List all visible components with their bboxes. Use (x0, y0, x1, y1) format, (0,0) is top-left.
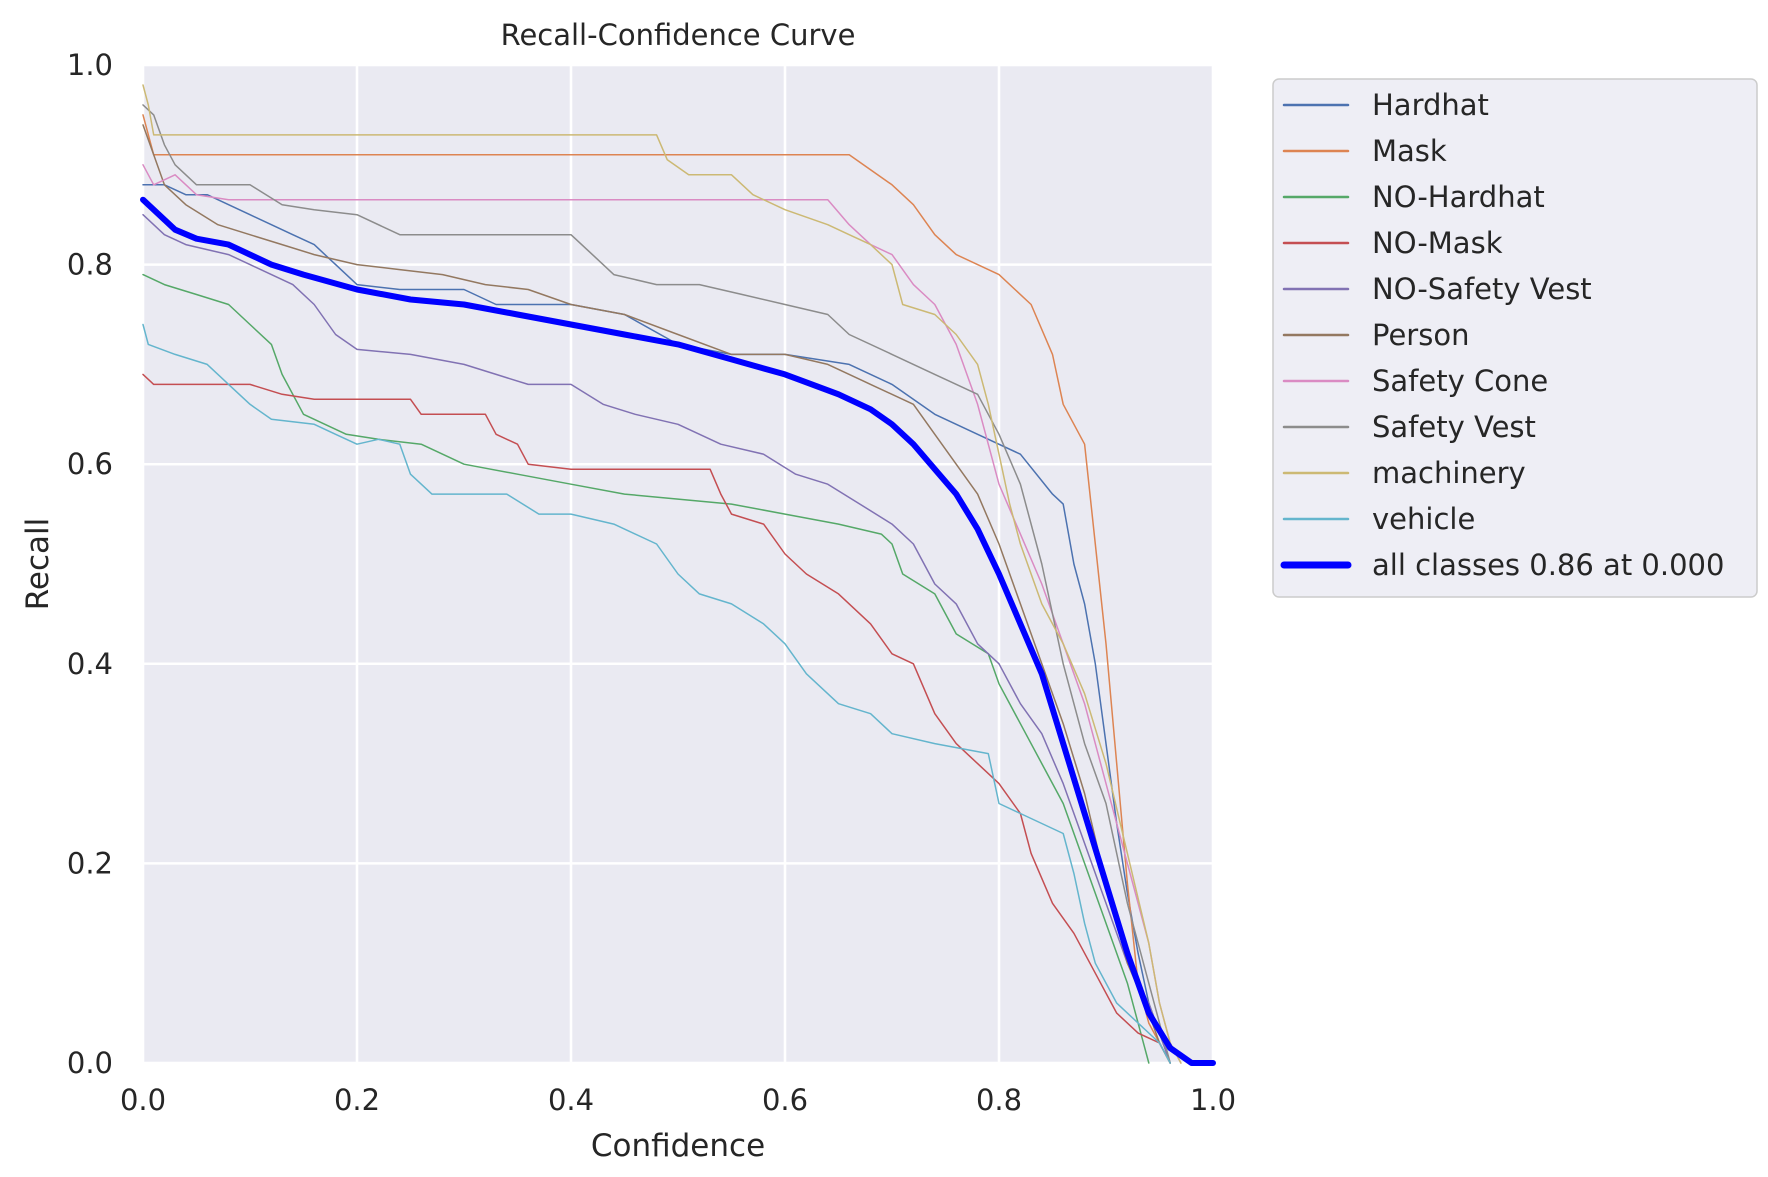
legend-label-machinery: machinery (1372, 456, 1526, 490)
series-line-person (142, 124, 1171, 1064)
legend-label-mask: Mask (1372, 134, 1447, 168)
series-line-no-mask (142, 373, 1171, 1064)
legend-frame (1272, 78, 1758, 598)
x-tick-label-3: 0.6 (762, 1083, 808, 1117)
series-line-safety-cone (142, 164, 1182, 1064)
series-line-vehicle (142, 323, 1171, 1064)
series-line-no-hardhat (142, 273, 1150, 1064)
grid (141, 63, 1215, 1065)
axis-ticks: 0.0 0.2 0.4 0.6 0.8 1.0 0.0 0.2 0.4 0.6 0.8 1.0 (67, 48, 1236, 1117)
y-axis-label: Recall (20, 518, 56, 611)
series-lines (140, 84, 1216, 1066)
y-tick-label-3: 0.6 (67, 447, 113, 481)
legend-label-safety-vest: Safety Vest (1372, 410, 1536, 444)
plot-area (143, 65, 1213, 1063)
x-tick-label-2: 0.4 (548, 1083, 594, 1117)
series-line-all-classes-0-86-at-0-000 (140, 196, 1216, 1066)
legend-label-no-mask: NO-Mask (1372, 226, 1503, 260)
legend-label-no-safety-vest: NO-Safety Vest (1372, 272, 1592, 306)
x-tick-label-0: 0.0 (120, 1083, 166, 1117)
chart-title: Recall-Confidence Curve (501, 18, 856, 52)
legend-label-hardhat: Hardhat (1372, 88, 1489, 122)
y-tick-label-5: 1.0 (67, 48, 113, 82)
legend-label-no-hardhat: NO-Hardhat (1372, 180, 1545, 214)
legend-label-all-classes-0-86-at-0-000: all classes 0.86 at 0.000 (1372, 548, 1724, 582)
legend-label-vehicle: vehicle (1372, 502, 1475, 536)
y-tick-label-1: 0.2 (67, 846, 113, 880)
series-line-machinery (142, 84, 1182, 1064)
legend-label-safety-cone: Safety Cone (1372, 364, 1548, 398)
legend-label-person: Person (1372, 318, 1469, 352)
legend: Hardhat Mask NO-Hardhat NO-Mask NO-Safety Ve… (1272, 78, 1758, 598)
x-tick-label-4: 0.8 (976, 1083, 1022, 1117)
y-tick-label-2: 0.4 (67, 647, 113, 681)
y-tick-label-0: 0.0 (67, 1046, 113, 1080)
x-tick-label-5: 1.0 (1190, 1083, 1236, 1117)
series-line-no-safety-vest (142, 213, 1171, 1064)
x-tick-label-1: 0.2 (334, 1083, 380, 1117)
x-axis-label: Confidence (591, 1128, 765, 1164)
y-tick-label-4: 0.8 (67, 248, 113, 282)
series-line-safety-vest (142, 104, 1171, 1064)
